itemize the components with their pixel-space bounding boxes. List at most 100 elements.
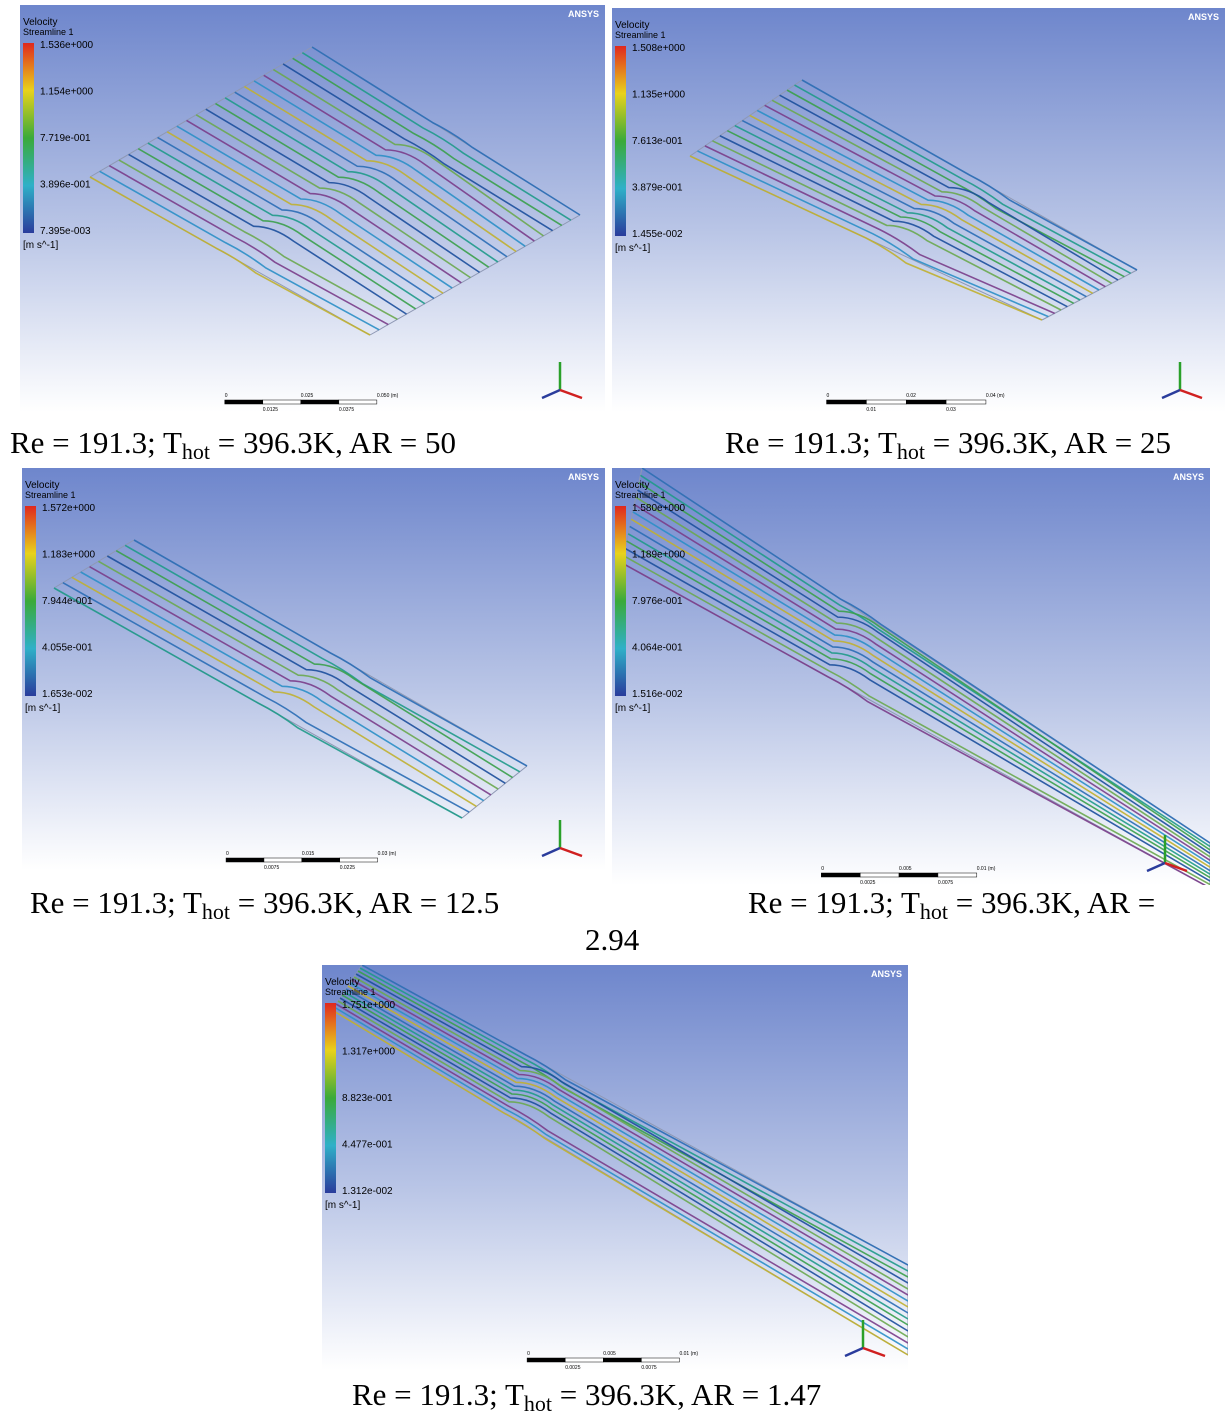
scale-label: 0 (225, 393, 228, 399)
caption-prefix: Re = 191.3; T (30, 885, 202, 920)
axis-arrow (844, 1346, 864, 1358)
axis-arrow (862, 1346, 886, 1358)
streamline (89, 176, 371, 336)
legend-value: 8.823e-001 (342, 1093, 393, 1104)
legend-title: Velocity (23, 17, 57, 28)
streamline (133, 539, 528, 767)
streamline (349, 982, 908, 1302)
colorbar (615, 506, 626, 696)
scale-label: 0 (226, 851, 229, 857)
streamline (124, 544, 521, 773)
streamline (641, 468, 1210, 844)
scale-label: 0.0075 (641, 1365, 657, 1370)
streamline (629, 525, 1210, 872)
legend-unit: [m s^-1] (615, 703, 650, 714)
legend-value: 7.976e-001 (632, 596, 683, 607)
colorbar (23, 43, 34, 233)
streamline (633, 503, 1210, 861)
streamline (292, 57, 563, 227)
streamline (355, 973, 908, 1284)
streamline (771, 99, 1113, 285)
channel-edge (53, 539, 135, 589)
caption-suffix: = 396.3K, AR = (948, 885, 1156, 920)
caption-prefix: Re = 191.3; T (10, 425, 182, 460)
caption-subscript: hot (919, 899, 949, 924)
channel-edge (331, 965, 363, 1011)
caption: Re = 191.3; Thot = 396.3K, AR = 25 (725, 425, 1172, 464)
streamline (234, 91, 508, 258)
scale-label: 0.005 (899, 866, 912, 872)
logo: ANSYS (1188, 12, 1219, 22)
streamline (147, 142, 426, 305)
caption-subscript: hot (201, 899, 231, 924)
streamline (337, 1000, 908, 1338)
streamline (137, 148, 417, 310)
streamline (712, 140, 1062, 311)
legend-unit: [m s^-1] (25, 703, 60, 714)
scale-segment (339, 857, 378, 863)
axis-arrow (541, 388, 561, 400)
legend-unit: [m s^-1] (615, 243, 650, 254)
channel-edge (689, 79, 803, 157)
scale-segment (224, 399, 264, 405)
cfd-panel: Velocity Streamline 1 1.536e+000 1.154e+000… (20, 5, 605, 412)
caption-suffix: = 396.3K, AR = 25 (925, 425, 1172, 460)
axis-arrow (559, 846, 583, 858)
streamline (176, 125, 453, 289)
caption-suffix: = 396.3K, AR = 50 (210, 425, 457, 460)
scale-segment (564, 1357, 604, 1363)
streamline (719, 135, 1068, 308)
channel-edge (1041, 269, 1138, 321)
scale-label: 0 (821, 866, 824, 872)
scale-label: 0 (527, 1351, 530, 1357)
streamline (779, 94, 1119, 281)
channel-edge (369, 214, 581, 336)
scale-label: 0 (827, 393, 830, 399)
scale-label: 0.050 (m) (377, 393, 399, 399)
cfd-panel: Velocity Streamline 1 1.751e+000 1.317e+000… (322, 965, 908, 1370)
streamline (272, 68, 544, 237)
scale-label: 0.0025 (565, 1365, 581, 1370)
legend-unit: [m s^-1] (23, 240, 58, 251)
streamline (341, 994, 908, 1326)
scale-label: 0.0025 (860, 880, 876, 885)
colorbar (615, 46, 626, 236)
streamline (630, 518, 1210, 868)
streamline (359, 967, 908, 1272)
scale-segment (603, 1357, 642, 1363)
streamline (638, 481, 1210, 851)
legend-value: 1.317e+000 (342, 1047, 396, 1058)
legend-title: Velocity (615, 20, 649, 31)
streamline (726, 129, 1075, 305)
scale-label: 0.015 (302, 851, 315, 857)
channel-edge (461, 765, 528, 819)
colorbar (325, 1003, 336, 1193)
streamline (62, 581, 470, 813)
legend-subtitle: Streamline 1 (325, 987, 376, 997)
legend-value: 3.879e-001 (632, 183, 683, 194)
scale-segment (937, 872, 978, 878)
streamline (186, 119, 462, 284)
streamline (166, 131, 444, 294)
legend-title: Velocity (615, 480, 649, 491)
axis-arrow (1161, 388, 1181, 400)
streamline (53, 587, 463, 819)
streamline (205, 108, 481, 274)
scale-label: 0.0375 (339, 407, 355, 412)
caption-prefix: Re = 191.3; T (352, 1377, 524, 1412)
caption-prefix: Re = 191.3; T (748, 885, 920, 920)
streamline (345, 988, 908, 1314)
streamline (195, 114, 471, 279)
streamline (115, 549, 513, 779)
streamline (621, 562, 1207, 885)
cfd-panel: Velocity Streamline 1 1.572e+000 1.183e+000… (22, 468, 605, 870)
legend-value: 1.516e-002 (632, 689, 683, 700)
caption-subscript: hot (896, 439, 926, 464)
legend-value: 1.189e+000 (632, 550, 686, 561)
legend-value: 7.719e-001 (40, 133, 91, 144)
streamline (635, 496, 1210, 858)
logo: ANSYS (568, 9, 599, 19)
